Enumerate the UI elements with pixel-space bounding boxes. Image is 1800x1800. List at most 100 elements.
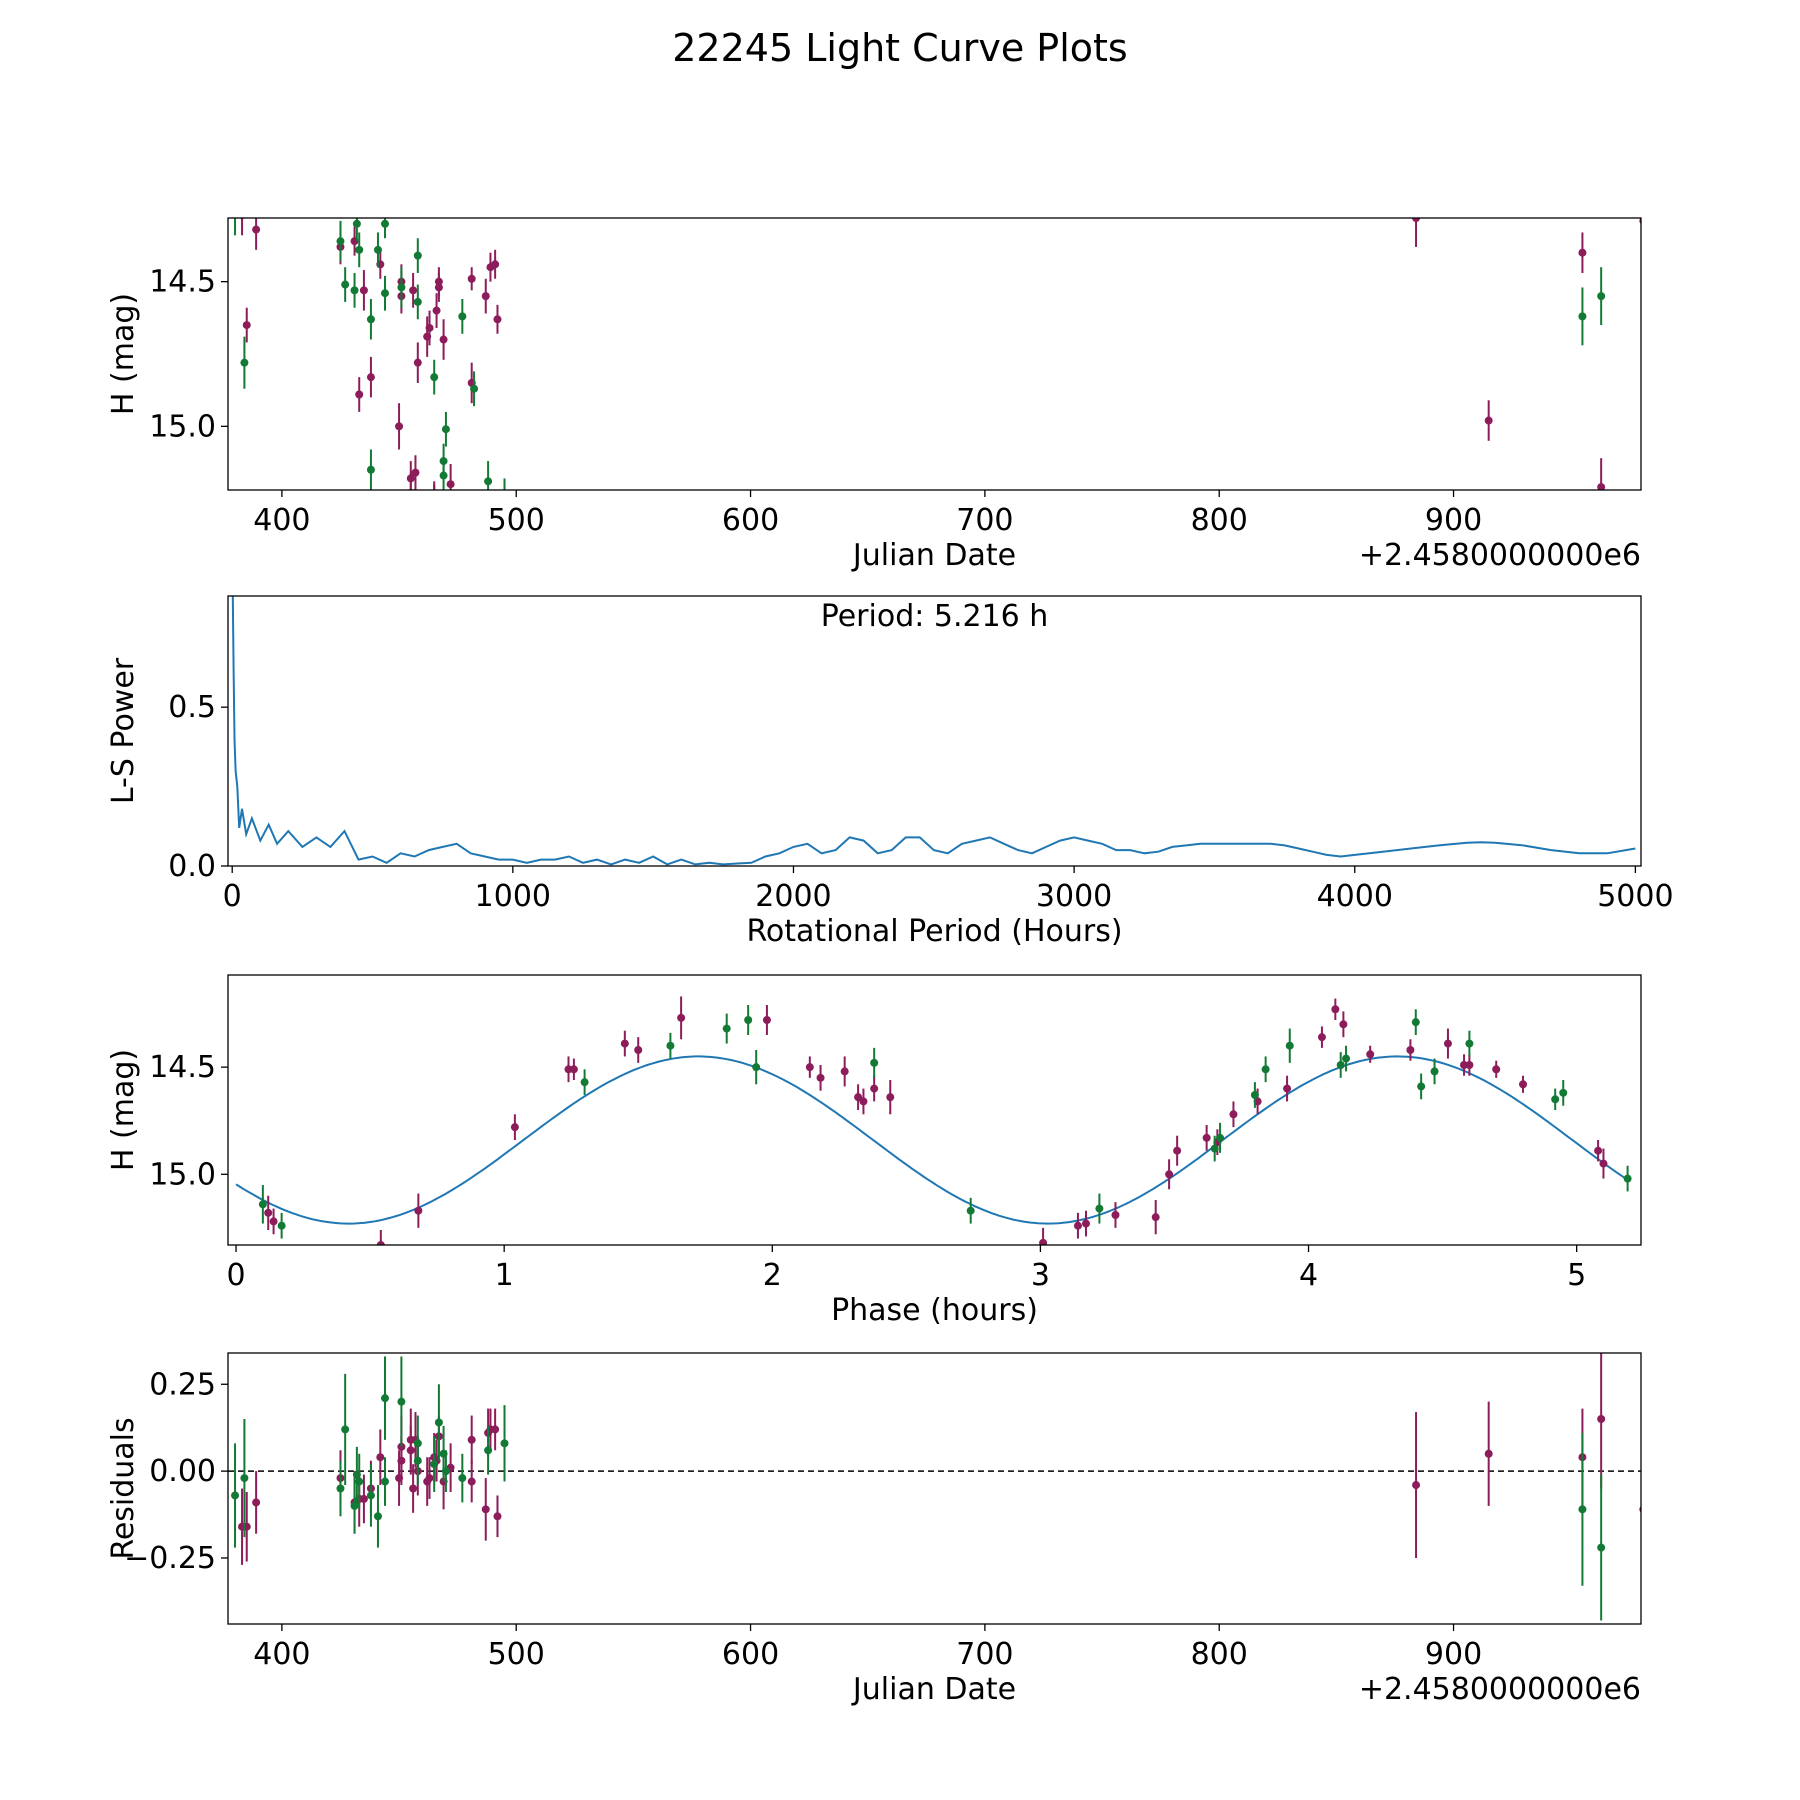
- red-data-point: [1465, 1061, 1474, 1069]
- green-data-point: [277, 1221, 286, 1230]
- red-data-point: [397, 515, 405, 523]
- x-tick-label: 4: [1299, 1258, 1318, 1293]
- x-tick-label: 800: [1191, 1637, 1248, 1672]
- red-data-point: [1412, 1481, 1421, 1490]
- green-data-point: [1210, 1144, 1219, 1153]
- green-data-point: [500, 1439, 509, 1448]
- red-data-point: [430, 495, 438, 503]
- green-data-point: [240, 1474, 249, 1483]
- axes-frame: [227, 217, 1642, 491]
- red-data-point: [1331, 1005, 1340, 1014]
- periodogram-panel: 0 1000 2000 3000 4000 5000 0.0 0.5 Rotational Pe…: [106, 595, 1674, 949]
- x-tick-label: 2000: [755, 879, 831, 914]
- green-data-point: [1342, 1054, 1351, 1063]
- green-data-point: [439, 457, 448, 466]
- red-data-point: [395, 422, 404, 431]
- red-data-point: [1406, 1046, 1415, 1054]
- red-data-point: [493, 1512, 502, 1521]
- x-tick-label: 1000: [475, 879, 551, 914]
- x-offset-label: +2.4580000000e6: [1359, 538, 1641, 573]
- green-data-point: [413, 251, 422, 260]
- red-data-point: [1597, 1415, 1606, 1424]
- red-data-point: [467, 1477, 476, 1486]
- green-data-point: [1551, 1095, 1560, 1104]
- green-data-point: [1578, 1505, 1587, 1514]
- red-data-point: [409, 286, 418, 295]
- x-tick-label: 500: [488, 503, 545, 538]
- green-data-point: [373, 245, 382, 254]
- x-axis-label: Julian Date: [851, 538, 1016, 573]
- x-tick-label: 400: [253, 1637, 310, 1672]
- green-data-point: [966, 1206, 975, 1215]
- green-data-point: [350, 1501, 359, 1510]
- green-data-point: [744, 1016, 753, 1024]
- x-tick-label: 4000: [1317, 879, 1393, 914]
- red-data-point: [439, 335, 448, 344]
- green-data-point: [1250, 1091, 1259, 1099]
- green-data-point: [752, 1063, 761, 1072]
- red-data-point: [413, 358, 422, 367]
- green-data-point: [381, 219, 389, 228]
- red-data-point: [481, 1505, 490, 1514]
- data-marks: [235, 996, 1632, 1245]
- red-data-point: [1073, 1221, 1082, 1230]
- green-data-point: [1578, 312, 1587, 321]
- y-tick-label: 14.5: [149, 265, 216, 300]
- x-offset-label: +2.4580000000e6: [1359, 1672, 1641, 1707]
- y-tick-label: 15.0: [149, 409, 216, 444]
- red-data-point: [510, 1123, 519, 1132]
- red-data-point: [242, 321, 251, 330]
- green-data-point: [381, 1477, 389, 1486]
- red-data-point: [1492, 1065, 1501, 1074]
- raw-light-curve-panel: 400 500 600 700 800 900 14.5 15.0 Julian Date H (…: [106, 208, 1642, 573]
- red-data-point: [1081, 1219, 1090, 1228]
- x-tick-label: 3: [1031, 1258, 1050, 1293]
- red-data-point: [1173, 1146, 1182, 1155]
- x-tick-label: 600: [722, 1637, 779, 1672]
- red-data-point: [1599, 1159, 1608, 1168]
- x-axis-label: Phase (hours): [831, 1293, 1038, 1328]
- green-data-point: [231, 208, 239, 216]
- green-data-point: [722, 1024, 731, 1033]
- x-tick-label: 5000: [1597, 879, 1673, 914]
- red-data-point: [414, 1206, 423, 1215]
- red-data-point: [1366, 1050, 1375, 1059]
- green-data-point: [397, 1397, 406, 1406]
- green-data-point: [1597, 292, 1606, 301]
- x-axis-label: Rotational Period (Hours): [746, 914, 1122, 949]
- red-data-point: [406, 474, 415, 483]
- green-data-point: [470, 384, 479, 393]
- red-data-point: [1229, 1110, 1238, 1119]
- green-data-point: [413, 297, 422, 306]
- green-data-point: [501, 492, 509, 500]
- residuals-panel: 400 500 600 700 800 900 −0.25 0.00 0.25 Julian Da…: [106, 1352, 1642, 1707]
- red-data-point: [1578, 248, 1587, 257]
- red-data-point: [397, 1456, 406, 1465]
- red-data-point: [1111, 1211, 1120, 1219]
- green-data-point: [366, 465, 375, 474]
- red-data-point: [762, 1016, 771, 1024]
- periodogram-line: [231, 596, 1636, 866]
- red-data-point: [1317, 1033, 1326, 1042]
- x-tick-label: 400: [253, 503, 310, 538]
- green-data-point: [441, 425, 450, 434]
- green-data-point: [1336, 1061, 1345, 1069]
- green-data-point: [341, 1425, 350, 1434]
- red-data-point: [854, 1093, 863, 1102]
- green-data-point: [1559, 1088, 1568, 1097]
- green-data-point: [355, 1477, 364, 1486]
- red-data-point: [1283, 1084, 1292, 1093]
- green-data-point: [413, 1456, 422, 1465]
- green-data-point: [231, 1491, 240, 1500]
- red-data-point: [467, 274, 476, 283]
- green-data-point: [381, 289, 389, 298]
- green-data-point: [352, 219, 361, 228]
- model-fit-curve: [235, 1055, 1631, 1225]
- green-data-point: [1597, 1543, 1606, 1552]
- green-data-point: [1216, 1133, 1225, 1142]
- red-data-point: [677, 1013, 686, 1022]
- red-data-point: [634, 1046, 643, 1054]
- red-data-point: [1151, 1213, 1160, 1222]
- red-data-point: [491, 260, 500, 269]
